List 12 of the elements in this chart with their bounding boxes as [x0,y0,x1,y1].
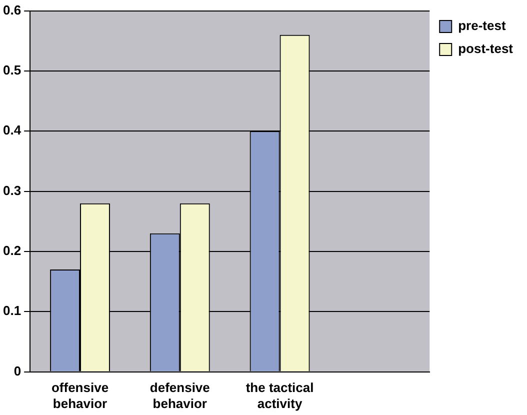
y-tick-label: 0 [14,363,22,378]
y-tick-label: 0.2 [2,243,22,258]
y-tick-label: 0.6 [2,2,22,18]
y-tick-label: 0.5 [2,62,22,78]
legend-label: pre-test [458,18,506,34]
y-tick-label: 0.3 [2,182,22,198]
x-tick-label: offensive behavior [51,380,109,411]
x-tick-label: defensive behavior [150,380,210,411]
y-tick-label: 0.4 [2,122,22,138]
y-tick-label: 0.1 [2,303,22,318]
legend-label: post-test [458,41,514,56]
x-tick-label: the tactical activity [246,380,314,411]
